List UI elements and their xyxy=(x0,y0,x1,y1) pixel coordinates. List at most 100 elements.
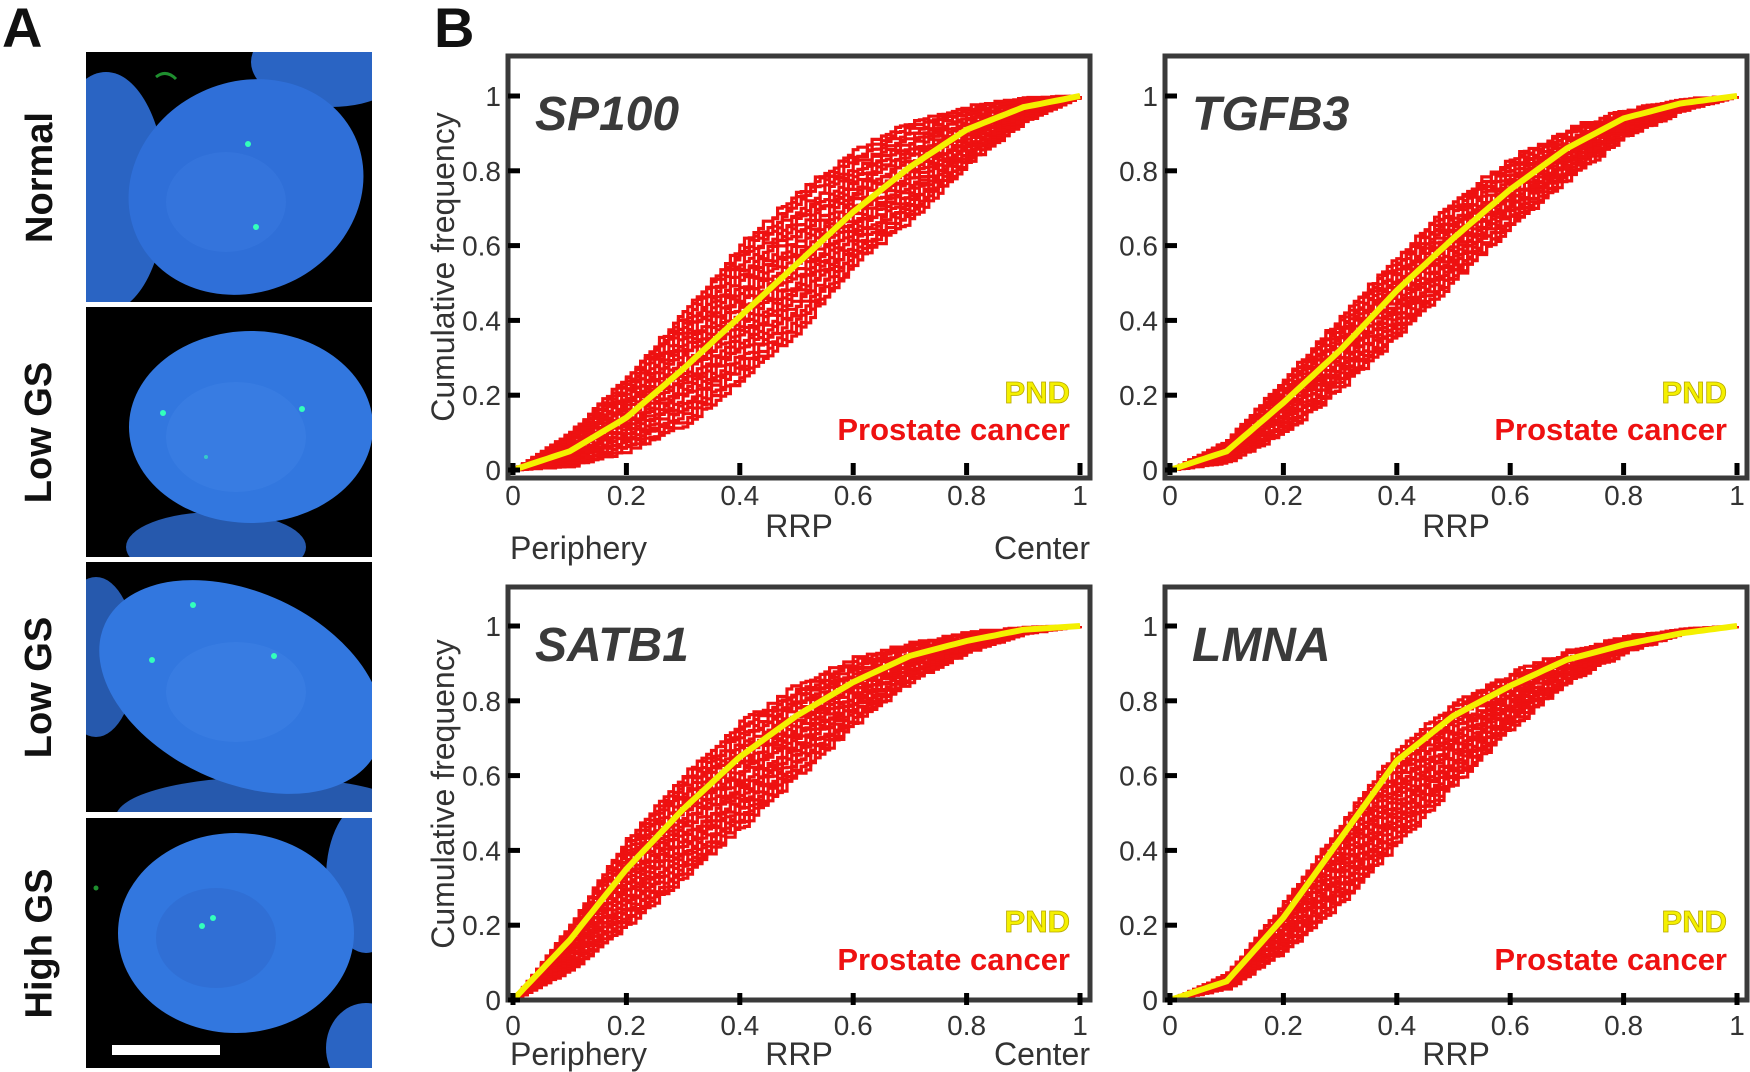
y-tick-label: 0 xyxy=(1142,455,1158,486)
x-tick-label: 1 xyxy=(1072,1010,1088,1041)
x-tick-label: 0.4 xyxy=(720,1010,759,1041)
series-line-prostate-cancer xyxy=(513,96,1082,472)
y-tick-label: 0 xyxy=(1142,985,1158,1016)
x-tick-label: 0.4 xyxy=(1377,480,1416,511)
legend-pnd: PND xyxy=(1662,375,1727,410)
chart-series-group xyxy=(510,623,1082,1003)
series-line-prostate-cancer xyxy=(513,95,1082,472)
fish-signal-dot xyxy=(199,923,205,929)
y-tick-label: 0.6 xyxy=(462,761,501,792)
chart-series-group xyxy=(1169,93,1739,473)
chart-sp100: SP100 00.20.40.60.81 0 0.2 0.4 0.6 0.8 1 PND … xyxy=(425,53,1093,566)
x-tick-label: 0.6 xyxy=(1491,1010,1530,1041)
x-ticks: 0 0.2 0.4 0.6 0.8 1 xyxy=(505,993,1088,1041)
y-tick-label: 0.8 xyxy=(462,156,501,187)
y-ticks: 0 0.2 0.4 0.6 0.8 1 xyxy=(462,611,520,1016)
fish-signal-dot xyxy=(271,653,277,659)
x-axis-label: RRP xyxy=(1422,508,1490,544)
fish-signal-dot xyxy=(245,141,251,147)
series-line-pnd xyxy=(512,93,1081,473)
x-tick-label: 0.2 xyxy=(607,480,646,511)
y-tick-label: 0.8 xyxy=(462,686,501,717)
y-tick-label: 0 xyxy=(485,455,501,486)
fish-signal-dot xyxy=(253,224,259,230)
x-ticks: 0 0.2 0.4 0.6 0.8 1 xyxy=(1162,993,1745,1041)
series-line-pnd xyxy=(1169,93,1738,473)
y-tick-label: 0.8 xyxy=(1119,686,1158,717)
x-tick-label: 0.8 xyxy=(1604,1010,1643,1041)
y-tick-label: 0.2 xyxy=(462,910,501,941)
chart-frame xyxy=(505,53,1093,481)
x-tick-label: 0.2 xyxy=(607,1010,646,1041)
panel-label-a: A xyxy=(2,0,43,59)
y-tick-label: 0.2 xyxy=(1119,910,1158,941)
chart-frame xyxy=(1162,53,1750,481)
x-tick-label: 0.8 xyxy=(947,1010,986,1041)
x-tick-label: 0 xyxy=(1162,1010,1178,1041)
panel-label-b: B xyxy=(434,0,475,59)
y-tick-label: 1 xyxy=(1142,81,1158,112)
x-tick-label: 0 xyxy=(505,1010,521,1041)
chart-frame xyxy=(505,584,1093,1003)
y-tick-label: 0.6 xyxy=(1119,761,1158,792)
x-end-label-center: Center xyxy=(994,530,1090,566)
chart-series-group xyxy=(512,93,1082,473)
legend-pnd: PND xyxy=(1005,904,1070,939)
series-line-pnd xyxy=(510,623,1081,1003)
series-line-prostate-cancer xyxy=(1170,624,1739,1002)
x-tick-label: 0.6 xyxy=(834,480,873,511)
x-tick-label: 0.8 xyxy=(1604,480,1643,511)
x-tick-label: 0.6 xyxy=(834,1010,873,1041)
chart-tgfb3: TGFB3 00.20.40.60.81 0 0.2 0.4 0.6 0.8 1 PND … xyxy=(1119,53,1750,544)
series-line-prostate-cancer xyxy=(513,95,1082,472)
y-tick-label: 0.2 xyxy=(462,380,501,411)
x-tick-label: 0.2 xyxy=(1264,1010,1303,1041)
micrograph-normal xyxy=(86,52,372,302)
fish-signal-dot xyxy=(149,657,155,663)
series-line-prostate-cancer xyxy=(1170,94,1739,472)
x-tick-label: 0 xyxy=(1162,480,1178,511)
x-tick-label: 0.2 xyxy=(1264,480,1303,511)
x-tick-label: 0.6 xyxy=(1491,480,1530,511)
chart-title: SP100 xyxy=(535,88,679,141)
fish-signal-dot xyxy=(299,406,305,412)
x-tick-label: 0 xyxy=(505,480,521,511)
micrograph-low-gs-1 xyxy=(86,307,372,557)
y-ticks: 0 0.2 0.4 0.6 0.8 1 xyxy=(462,81,520,486)
series-line-pnd xyxy=(1169,623,1738,1003)
x-axis-label: RRP xyxy=(1422,1036,1490,1072)
x-tick-label: 0.8 xyxy=(947,480,986,511)
chart-satb1: SATB1 00.20.40.60.81 0 0.2 0.4 0.6 0.8 1 PND … xyxy=(425,584,1093,1072)
fish-signal-dot xyxy=(160,410,166,416)
x-axis-label: RRP xyxy=(765,508,833,544)
chart-lmna: LMNA 0 0.2 0.4 0.6 0.8 1 0 0.2 0.4 0.6 0.8 1 PND P… xyxy=(1119,584,1750,1072)
micrograph-low-gs-2 xyxy=(86,562,372,812)
x-tick-label: 0.4 xyxy=(1377,1010,1416,1041)
x-tick-label: 1 xyxy=(1729,480,1745,511)
y-tick-label: 0.6 xyxy=(462,231,501,262)
y-tick-label: 1 xyxy=(485,611,501,642)
y-ticks: 0 0.2 0.4 0.6 0.8 1 xyxy=(1119,611,1177,1016)
y-axis-label: Cumulative frequency xyxy=(425,639,461,948)
chart-series-group xyxy=(1169,623,1739,1003)
fish-signal-dot xyxy=(190,602,196,608)
y-tick-label: 0.2 xyxy=(1119,380,1158,411)
x-end-label-periphery: Periphery xyxy=(510,1036,647,1072)
x-end-label-center: Center xyxy=(994,1036,1090,1072)
y-tick-label: 1 xyxy=(485,81,501,112)
x-tick-label: 0.4 xyxy=(720,480,759,511)
y-tick-label: 0.4 xyxy=(1119,305,1158,336)
x-axis-label: RRP xyxy=(765,1036,833,1072)
legend-prostate-cancer: Prostate cancer xyxy=(1494,412,1727,447)
legend-pnd: PND xyxy=(1005,375,1070,410)
legend-prostate-cancer: Prostate cancer xyxy=(837,412,1070,447)
y-tick-label: 0.4 xyxy=(462,305,501,336)
x-tick-label: 1 xyxy=(1729,1010,1745,1041)
x-end-label-periphery: Periphery xyxy=(510,530,647,566)
y-tick-label: 0.8 xyxy=(1119,156,1158,187)
y-ticks: 0 0.2 0.4 0.6 0.8 1 xyxy=(1119,81,1177,486)
x-ticks: 0 0.2 0.4 0.6 0.8 1 xyxy=(1162,463,1745,511)
legend-prostate-cancer: Prostate cancer xyxy=(1494,942,1727,977)
series-line-prostate-cancer xyxy=(513,624,1082,1002)
